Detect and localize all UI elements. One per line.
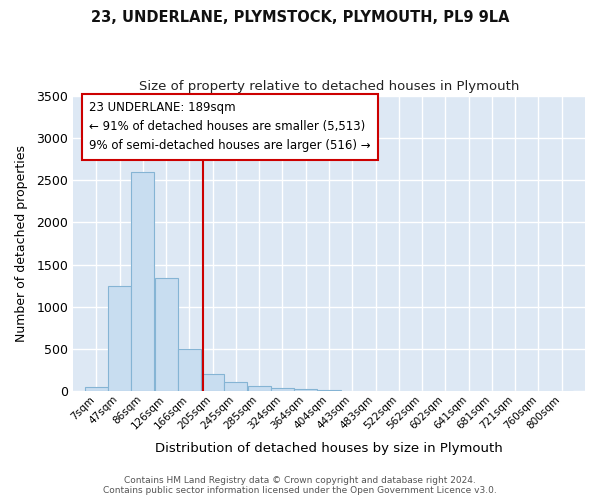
X-axis label: Distribution of detached houses by size in Plymouth: Distribution of detached houses by size … [155, 442, 503, 455]
Bar [224, 382, 247, 392]
Text: 23 UNDERLANE: 189sqm
← 91% of detached houses are smaller (5,513)
9% of semi-det: 23 UNDERLANE: 189sqm ← 91% of detached h… [89, 102, 371, 152]
Y-axis label: Number of detached properties: Number of detached properties [15, 145, 28, 342]
Bar [294, 389, 317, 392]
Bar [248, 386, 271, 392]
Bar [178, 349, 201, 392]
Bar [155, 278, 178, 392]
Bar [85, 387, 108, 392]
Bar [108, 286, 131, 392]
Bar [131, 172, 154, 392]
Bar [317, 390, 341, 392]
Text: 23, UNDERLANE, PLYMSTOCK, PLYMOUTH, PL9 9LA: 23, UNDERLANE, PLYMSTOCK, PLYMOUTH, PL9 … [91, 10, 509, 25]
Bar [271, 388, 294, 392]
Title: Size of property relative to detached houses in Plymouth: Size of property relative to detached ho… [139, 80, 519, 93]
Bar [201, 374, 224, 392]
Text: Contains HM Land Registry data © Crown copyright and database right 2024.
Contai: Contains HM Land Registry data © Crown c… [103, 476, 497, 495]
